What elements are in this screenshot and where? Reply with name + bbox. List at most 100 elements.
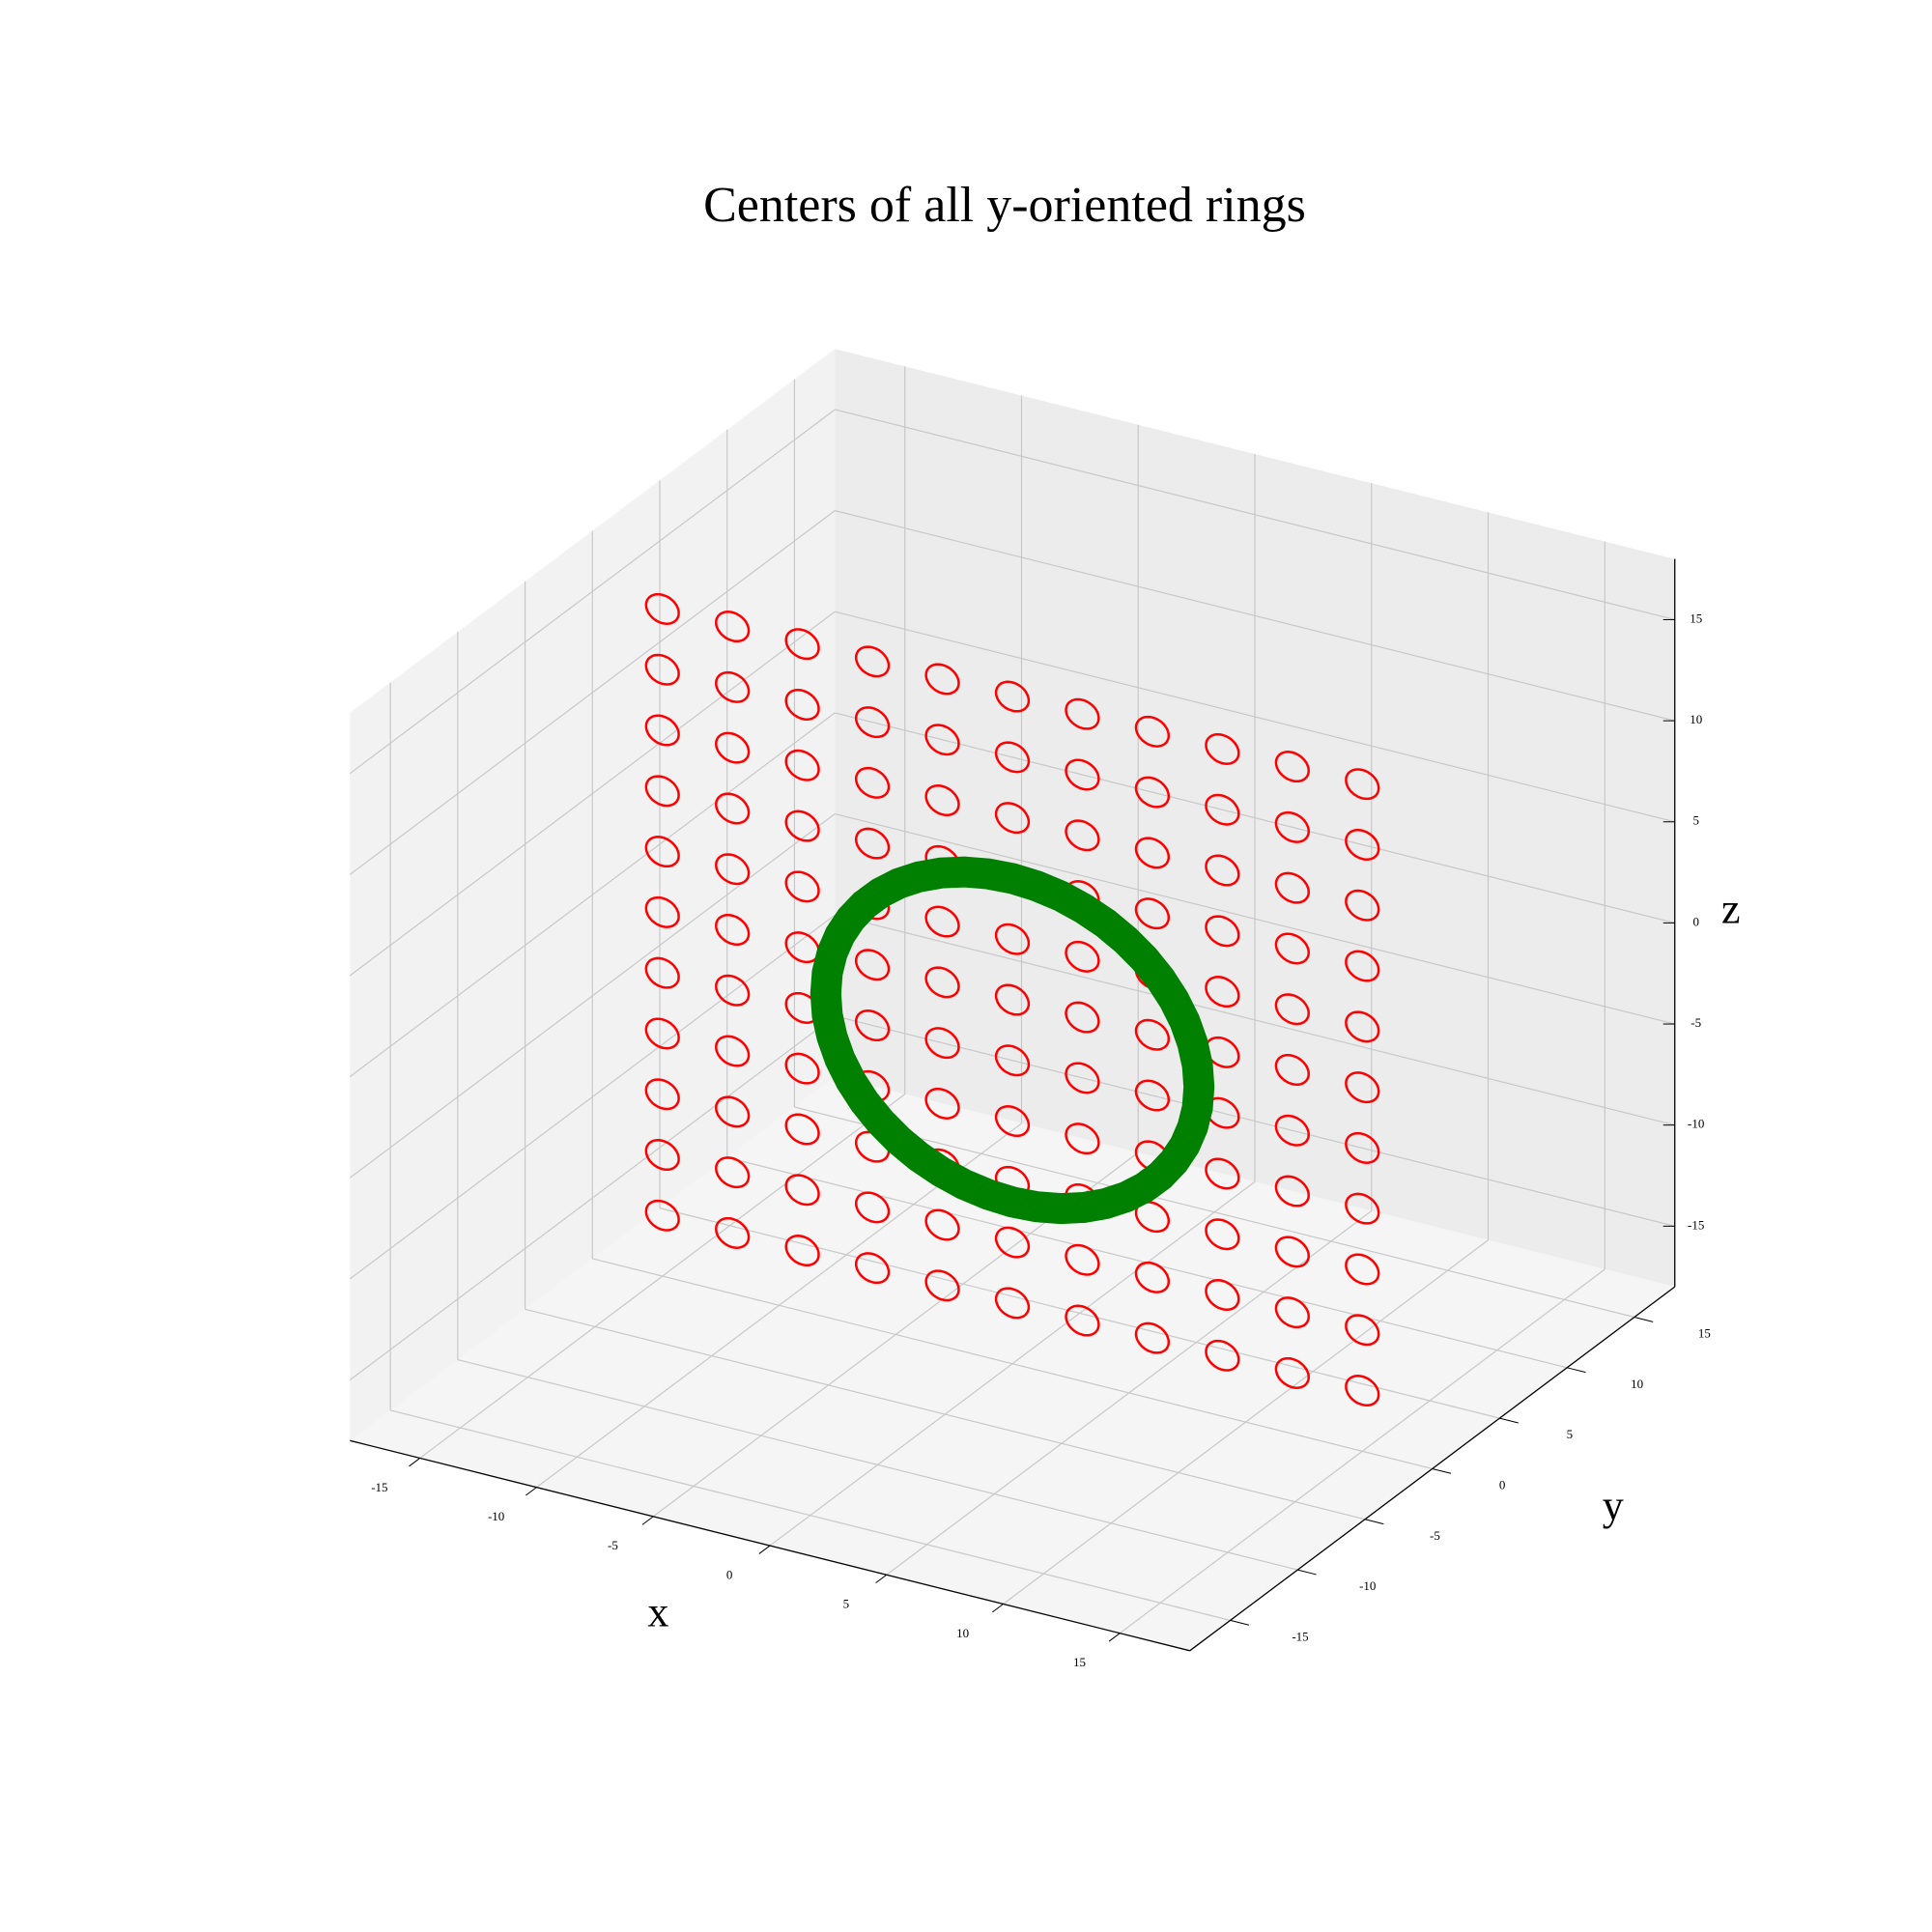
grid-line (349, 409, 836, 775)
grid-line (592, 1258, 1433, 1470)
ring (1274, 1054, 1310, 1086)
ring (784, 1174, 820, 1207)
grid-line (835, 812, 1675, 1025)
ring (1205, 1157, 1240, 1190)
ring (1345, 768, 1380, 801)
ring (1205, 915, 1240, 948)
ring (1274, 751, 1310, 783)
ring (715, 914, 751, 946)
ring (715, 731, 751, 764)
tick-mark (1634, 1317, 1654, 1322)
ring (715, 1156, 751, 1189)
z-tick-label: 5 (1692, 813, 1699, 828)
ring (924, 966, 960, 999)
ring (1065, 1304, 1100, 1337)
y-axis-label: y (1603, 1482, 1624, 1529)
ring (784, 628, 820, 661)
ring (644, 653, 680, 686)
ring (1345, 1375, 1380, 1407)
tick-mark (758, 1545, 771, 1554)
ring (644, 592, 680, 625)
ring (924, 663, 960, 696)
tick-mark (641, 1516, 654, 1525)
ring (1205, 854, 1240, 887)
ring (1134, 1201, 1171, 1234)
ring (1274, 1114, 1310, 1147)
ring (1205, 793, 1240, 826)
ring (1345, 1010, 1380, 1043)
ring (644, 1139, 680, 1172)
z-tick-label: -15 (1688, 1217, 1704, 1232)
ring (1274, 1175, 1310, 1208)
ring (1134, 776, 1171, 809)
ring (1274, 993, 1310, 1026)
ring (994, 983, 1031, 1016)
grid-line (349, 611, 836, 977)
ring (1065, 1062, 1100, 1094)
y-tick-label: -10 (1359, 1578, 1376, 1593)
ring (715, 611, 751, 643)
ring (1345, 950, 1380, 982)
ring (1274, 1296, 1310, 1329)
y-tick-label: 5 (1567, 1427, 1574, 1441)
tick-mark (1567, 1367, 1586, 1374)
ring (1274, 1236, 1310, 1268)
ring (854, 645, 891, 678)
ring (784, 810, 820, 842)
grid-line (835, 611, 1675, 823)
ring (994, 680, 1031, 713)
ring (715, 1095, 751, 1128)
ring (1065, 1243, 1100, 1276)
ring (1205, 976, 1240, 1009)
ring (1345, 889, 1380, 922)
grid-line (835, 1015, 1675, 1227)
ring (715, 974, 751, 1007)
ring (924, 784, 960, 817)
grid-line (349, 914, 836, 1280)
x-tick-label: -5 (608, 1538, 618, 1552)
y-tick-label: -5 (1430, 1528, 1440, 1543)
ring (854, 827, 891, 860)
ring (1205, 1218, 1240, 1251)
ring (1345, 1131, 1380, 1164)
z-tick-label: 15 (1690, 611, 1702, 625)
grid-line (349, 813, 836, 1179)
ring (854, 949, 891, 981)
y-tick-label: 10 (1631, 1377, 1643, 1391)
ring (854, 1009, 891, 1042)
grid-line (349, 510, 836, 875)
ring (1205, 1279, 1240, 1312)
ring (1065, 940, 1100, 973)
ring (644, 895, 680, 928)
z-tick-label: 0 (1692, 914, 1699, 928)
ring (994, 923, 1031, 955)
ring (924, 1208, 960, 1241)
ring (644, 714, 680, 747)
grid-line (525, 1308, 1366, 1520)
y-tick-label: 0 (1499, 1478, 1506, 1492)
ring (715, 792, 751, 825)
ring (854, 766, 891, 799)
ring (854, 1191, 891, 1224)
x-tick-label: -15 (371, 1480, 387, 1494)
ring (784, 870, 820, 903)
grid-line (835, 914, 1675, 1126)
ring (784, 1113, 820, 1146)
grid-line (835, 409, 1675, 621)
ring (1065, 758, 1100, 791)
ring (784, 931, 820, 964)
grid-line (794, 1106, 1635, 1319)
chart-title: Centers of all y-oriented rings (703, 178, 1306, 233)
ring (924, 724, 960, 756)
ring (854, 706, 891, 739)
tick-mark (1364, 1519, 1384, 1525)
ring (1345, 1071, 1380, 1104)
tick-mark (1432, 1467, 1452, 1474)
z-tick-label: -10 (1688, 1117, 1704, 1131)
ring (644, 1017, 680, 1050)
ring (1274, 810, 1310, 843)
x-tick-label: -10 (488, 1509, 504, 1523)
grid-line (659, 1208, 1500, 1419)
ring (1065, 697, 1100, 730)
